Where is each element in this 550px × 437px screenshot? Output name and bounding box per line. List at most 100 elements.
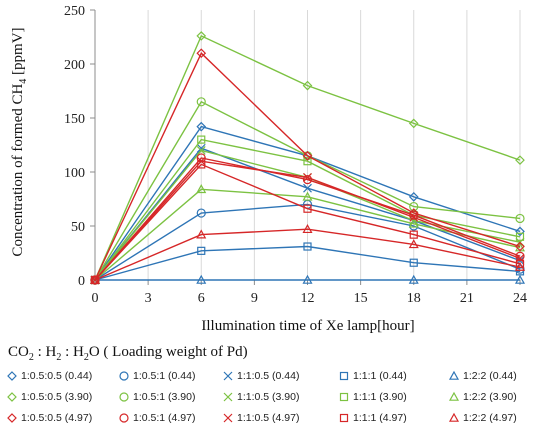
legend-label: 1:2:2 (3.90) xyxy=(463,391,517,403)
data-point xyxy=(196,145,206,155)
legend-marker xyxy=(7,413,17,423)
x-tick-label: 21 xyxy=(460,291,474,306)
legend-marker xyxy=(223,392,233,402)
data-point xyxy=(197,135,206,144)
triangle-marker-icon xyxy=(448,370,460,380)
data-point xyxy=(408,239,419,249)
legend-item: 1:0.5:0.5 (0.44) xyxy=(6,370,92,382)
data-point xyxy=(408,191,419,202)
data-point xyxy=(89,274,101,284)
data-point xyxy=(515,259,525,268)
series-line xyxy=(94,245,521,281)
data-point xyxy=(196,97,206,107)
series-4 xyxy=(90,242,525,285)
data-point xyxy=(303,157,312,166)
x-tick-label: 0 xyxy=(92,291,99,306)
ch4-concentration-chart: 0 50 100 150 200 250 0 3 6 9 12 15 18 21 24 Illuminati… xyxy=(10,4,527,334)
y-tick-label: 250 xyxy=(64,4,85,19)
legend-title-h2: : H xyxy=(33,344,57,360)
data-point xyxy=(515,213,525,224)
legend-label: 1:1:1 (0.44) xyxy=(353,370,407,382)
legend-title: CO2 : H2 : H2O ( Loading weight of Pd) xyxy=(8,344,248,363)
series-14 xyxy=(90,160,525,285)
data-point xyxy=(302,150,313,161)
data-point xyxy=(303,172,312,182)
legend-marker xyxy=(339,413,349,423)
legend-label: 1:1:0.5 (0.44) xyxy=(237,370,300,382)
data-point xyxy=(515,253,525,263)
legend-title-h2o-sub: 2 xyxy=(83,352,89,363)
data-point xyxy=(408,118,419,129)
legend-marker xyxy=(339,392,349,402)
x-tick-label: 18 xyxy=(407,291,421,306)
series-line xyxy=(94,228,521,281)
y-tick-label: 150 xyxy=(64,112,85,127)
legend-marker xyxy=(119,392,129,402)
legend-title-h2o: : H xyxy=(61,344,84,360)
circle-marker-icon xyxy=(119,371,129,381)
legend-label: 1:1:0.5 (3.90) xyxy=(237,391,300,403)
data-point xyxy=(409,212,419,222)
data-point xyxy=(514,261,526,271)
y-tick-label: 0 xyxy=(78,274,85,289)
legend-item: 1:1:1 (4.97) xyxy=(338,412,407,424)
gridlines xyxy=(147,10,521,280)
legend-item: 1:2:2 (4.97) xyxy=(448,412,517,424)
data-point xyxy=(515,226,525,237)
data-point xyxy=(303,242,312,251)
x-tick-label: 9 xyxy=(251,291,258,306)
legend-label: 1:0.5:0.5 (0.44) xyxy=(21,370,93,382)
data-point xyxy=(197,160,206,169)
series-15 xyxy=(89,224,526,284)
diamond-marker-icon xyxy=(7,413,17,423)
data-point xyxy=(196,274,207,284)
x-tick-label: 15 xyxy=(354,291,368,306)
data-point xyxy=(409,258,418,267)
series-5 xyxy=(89,274,526,284)
legend-item: 1:1:0.5 (0.44) xyxy=(222,370,299,382)
y-axis-label-subscript: 4 xyxy=(18,79,29,84)
series-group xyxy=(89,31,526,285)
data-point xyxy=(409,230,418,239)
circle-marker-icon xyxy=(119,413,129,423)
legend-item: 1:1:1 (0.44) xyxy=(338,370,407,382)
tick-labels: 0 50 100 150 200 250 0 3 6 9 12 15 18 21 24 xyxy=(64,4,527,306)
legend-title-co: CO xyxy=(8,344,29,360)
data-point xyxy=(196,48,207,59)
data-point xyxy=(197,246,206,255)
y-tick-label: 200 xyxy=(64,58,85,73)
legend-marker xyxy=(119,371,129,381)
series-line xyxy=(94,138,521,281)
data-point xyxy=(302,274,313,284)
circle-marker-icon xyxy=(119,392,129,402)
series-line xyxy=(94,52,521,281)
data-point xyxy=(515,232,525,241)
data-point xyxy=(515,241,525,252)
series-line xyxy=(94,34,521,281)
legend-item: 1:1:0.5 (4.97) xyxy=(222,412,299,424)
series-13 xyxy=(90,156,525,285)
legend-marker xyxy=(223,413,233,423)
legend-label: 1:0.5:1 (3.90) xyxy=(133,391,196,403)
legend-label: 1:2:2 (0.44) xyxy=(463,370,517,382)
legend-marker xyxy=(119,413,129,423)
x-tick-label: 24 xyxy=(513,291,527,306)
data-point xyxy=(408,218,419,228)
legend-label: 1:1:1 (3.90) xyxy=(353,391,407,403)
data-point xyxy=(196,121,207,132)
x-marker-icon xyxy=(223,392,233,402)
legend-marker xyxy=(448,391,460,401)
series-line xyxy=(94,163,521,281)
legend-label: 1:0.5:1 (4.97) xyxy=(133,412,196,424)
legend-item: 1:0.5:0.5 (3.90) xyxy=(6,391,92,403)
data-point xyxy=(196,208,206,218)
y-axis-label: Concentration of formed CH4 [ppmV] xyxy=(10,27,29,256)
series-line xyxy=(94,157,521,281)
square-marker-icon xyxy=(339,392,349,402)
legend-label: 1:2:2 (4.97) xyxy=(463,412,517,424)
square-marker-icon xyxy=(339,413,349,423)
x-tick-label: 3 xyxy=(145,291,152,306)
data-point xyxy=(302,191,313,201)
legend-item: 1:2:2 (0.44) xyxy=(448,370,517,382)
data-point xyxy=(515,155,525,165)
